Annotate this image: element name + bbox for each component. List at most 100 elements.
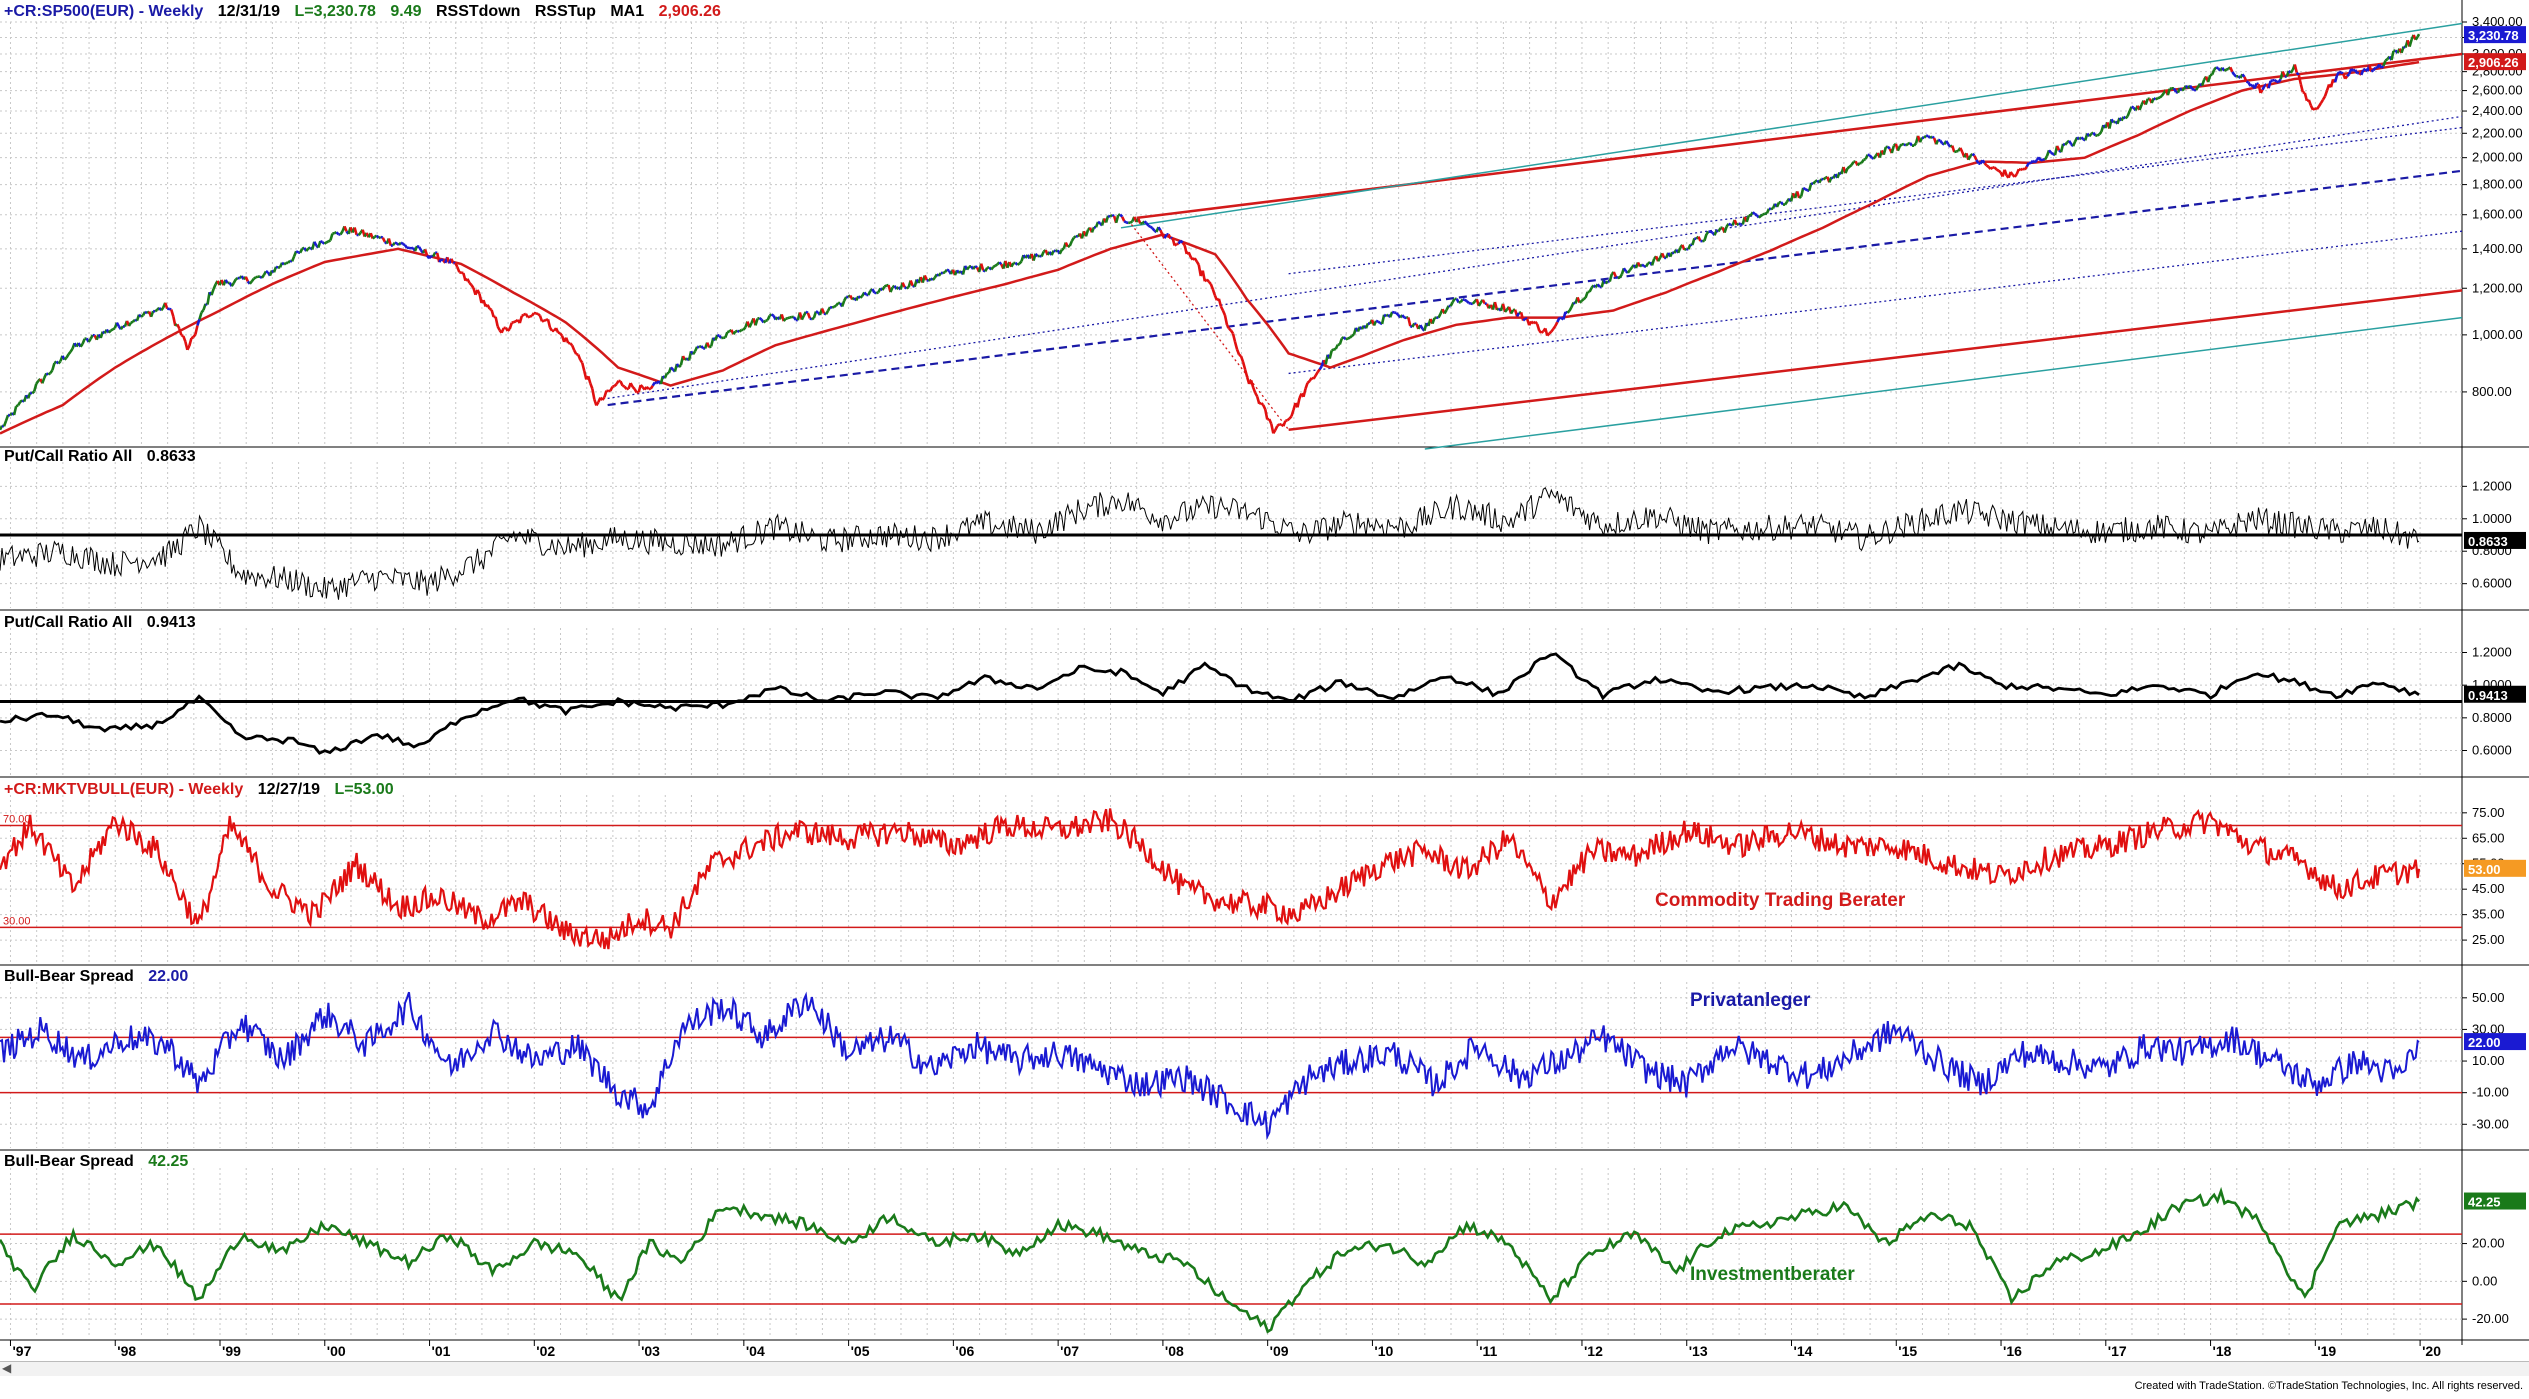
price-segment [2381,66,2383,68]
price-segment [2341,72,2343,73]
price-segment [536,313,538,314]
price-segment [1306,383,1308,389]
price-segment [1243,362,1245,369]
price-segment [1207,280,1209,282]
x-tick-label: '06 [955,1343,974,1359]
price-segment [324,242,326,243]
price-segment [1590,288,1592,292]
price-segment [1098,222,1100,223]
price-segment [1906,144,1908,145]
mktv-y-tick-label: 45.00 [2472,881,2505,896]
scroll-left-icon[interactable]: ◀ [2,1361,11,1375]
price-segment [826,311,828,314]
price-segment [868,291,870,295]
price-segment [1584,298,1586,300]
price-segment [2319,103,2321,106]
price-segment [1036,254,1038,256]
price-segment [1870,155,1872,158]
price-segment [1553,326,1555,329]
price-segment [2097,134,2099,135]
price-segment [1390,312,1392,317]
price-segment [1130,222,1132,223]
price-segment [1334,349,1336,350]
price-segment [701,346,703,348]
price-segment [1848,167,1850,168]
price-segment [1763,214,1765,215]
price-segment [1273,430,1275,433]
trendline-dotted_upper [608,116,2462,398]
price-segment [2317,106,2319,109]
price-segment [1203,271,1205,282]
price-segment [884,286,886,287]
price-segment [1537,324,1539,331]
x-tick-label: '12 [1584,1343,1603,1359]
price-segment [1549,332,1551,334]
price-segment [653,382,655,385]
price-segment [1350,336,1352,338]
price-segment [373,237,375,239]
price-segment [1352,335,1354,336]
price-segment [522,315,524,316]
price-segment [1146,223,1148,226]
horizontal-scrollbar[interactable]: ◀ [0,1361,2529,1376]
price-segment [1066,243,1068,247]
price-segment [1402,315,1404,318]
price-segment [631,383,633,387]
sp500-header: +CR:SP500(EUR) - Weekly 12/31/19 L=3,230… [4,3,731,21]
bb2-y-tick-label: 0.00 [2472,1273,2497,1288]
price-segment [651,386,653,389]
price-segment [1042,252,1044,257]
price-segment [715,335,717,340]
price-segment [2279,79,2281,82]
price-segment [1995,167,1997,169]
x-tick-label: '97 [12,1343,31,1359]
price-segment [1711,232,1713,233]
bb2-last-label-text: 42.25 [2468,1195,2501,1210]
price-segment [1567,311,1569,313]
price-segment [1557,318,1559,322]
sp500-ind-rsstdown: RSSTdown [436,3,520,20]
price-segment [891,287,893,292]
price-segment [2190,86,2192,89]
price-segment [419,247,421,251]
price-segment [32,391,34,393]
price-segment [441,259,443,260]
price-segment [1985,163,1987,165]
price-segment [508,329,510,331]
price-segment [709,346,711,347]
price-segment [2158,98,2160,99]
price-segment [455,263,457,267]
x-tick-label: '10 [1374,1343,1393,1359]
price-segment [1866,155,1868,159]
mktv-header: +CR:MKTVBULL(EUR) - Weekly 12/27/19 L=53… [4,781,404,799]
price-segment [560,333,562,336]
price-segment [967,267,969,270]
price-segment [1580,301,1582,302]
price-segment [81,344,83,347]
price-segment [570,343,572,345]
price-segment [276,267,278,268]
price-segment [2309,100,2311,106]
price-segment [1662,253,1664,257]
annotation-privat: Privatanleger [1690,990,1810,1012]
price-segment [1277,424,1279,426]
price-segment [1898,146,1900,151]
price-segment [592,389,594,400]
price-segment [2261,90,2263,93]
price-segment [340,231,342,234]
trendline-crash_2008 [1131,224,1288,429]
price-segment [872,289,874,293]
trendline-channel_low [1289,290,2462,429]
price-segment [2418,34,2419,37]
price-segment [48,373,50,374]
price-segment [2271,80,2273,81]
price-segment [459,272,461,273]
price-segment [2035,160,2037,163]
price-segment [733,332,735,335]
price-segment [165,303,167,309]
price-segment [451,259,453,263]
x-tick-label: '19 [2317,1343,2336,1359]
price-segment [1999,171,2001,173]
mktv-symbol: +CR:MKTVBULL(EUR) - Weekly [4,781,243,798]
price-segment [2156,98,2158,99]
